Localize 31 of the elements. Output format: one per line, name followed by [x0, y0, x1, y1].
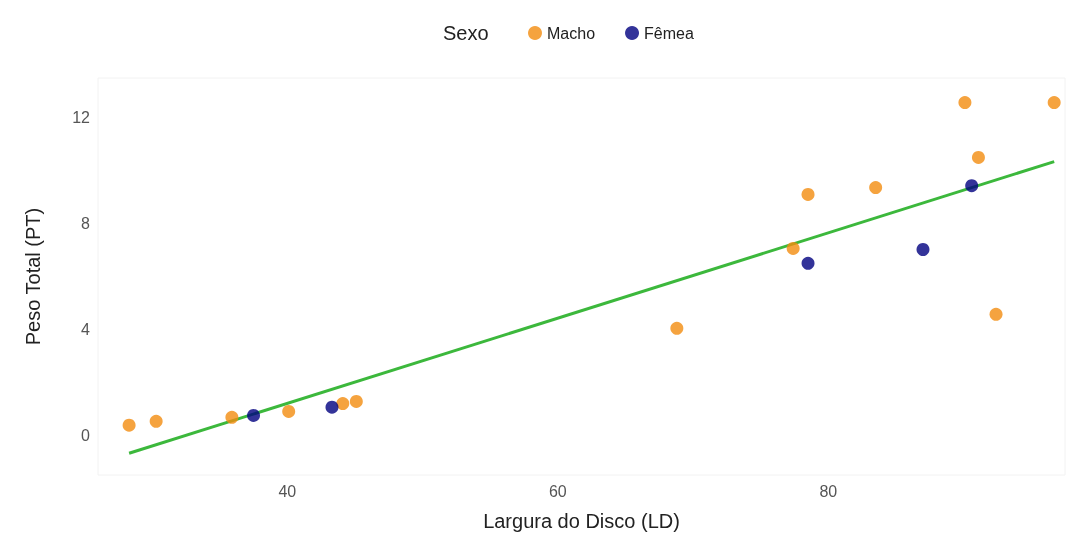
point — [1047, 96, 1061, 110]
y-tick-label: 12 — [72, 109, 91, 127]
y-tick-label: 4 — [81, 320, 91, 338]
legend-label: Fêmea — [644, 24, 694, 42]
point — [965, 179, 979, 193]
point — [247, 408, 261, 422]
point — [336, 397, 350, 411]
point — [801, 256, 815, 270]
x-axis-title: Largura do Disco (LD) — [483, 510, 680, 532]
point — [225, 410, 239, 424]
point — [971, 150, 985, 164]
x-tick-label: 40 — [278, 482, 297, 500]
point — [349, 394, 363, 408]
x-tick-label: 80 — [819, 482, 838, 500]
point — [869, 181, 883, 195]
y-tick-label: 0 — [81, 426, 91, 444]
point — [916, 243, 930, 256]
point — [958, 96, 972, 110]
point — [122, 418, 136, 432]
x-tick-label: 60 — [548, 482, 567, 500]
legend-label: Macho — [547, 24, 596, 42]
point — [282, 404, 296, 418]
point — [149, 414, 163, 428]
y-tick-label: 8 — [81, 215, 91, 233]
point — [786, 241, 800, 255]
legend-title: Sexo — [443, 22, 489, 44]
point — [989, 307, 1003, 321]
point — [670, 321, 684, 335]
y-axis-title: Peso Total (PT) — [22, 207, 44, 346]
point — [801, 187, 815, 201]
point — [325, 400, 339, 414]
